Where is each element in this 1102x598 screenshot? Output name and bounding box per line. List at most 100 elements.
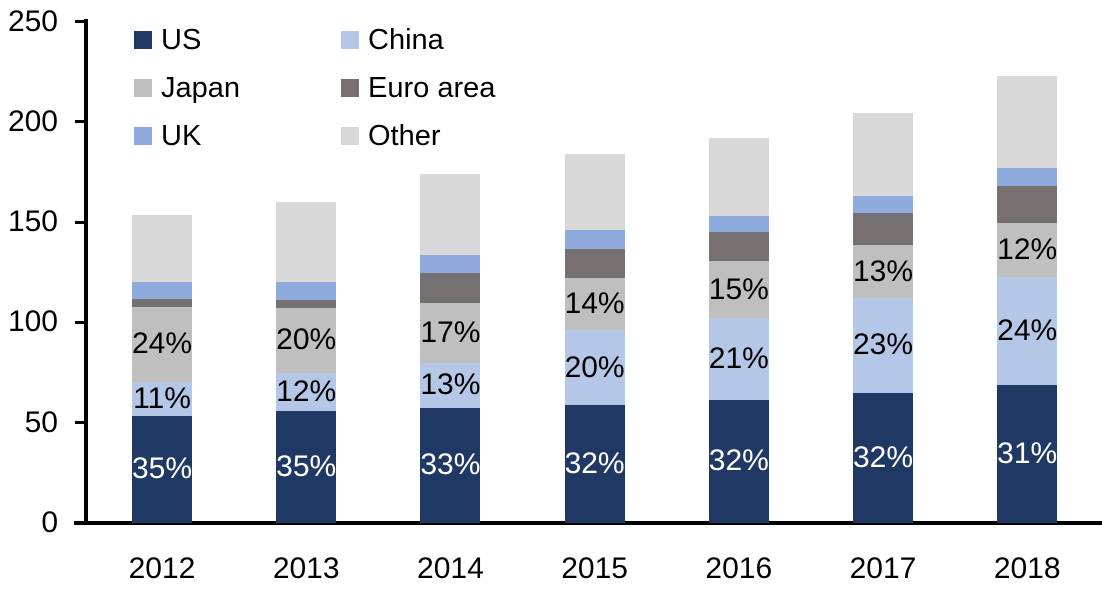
x-tick-label-2012: 2012	[128, 552, 196, 585]
x-tick-label-2016: 2016	[705, 552, 773, 585]
x-axis-line	[74, 521, 1102, 525]
bar-segment-us-2018	[997, 384, 1058, 523]
bar-segment-euro-area-2014	[420, 273, 481, 304]
segment-label-us-2015: 32%	[564, 446, 625, 480]
y-tick-150	[75, 220, 86, 224]
bar-segment-us-2017	[853, 392, 913, 523]
segment-label-japan-2015: 14%	[564, 287, 625, 321]
legend-item-us: US	[134, 24, 341, 56]
segment-label-china-2018: 24%	[997, 313, 1058, 347]
legend-label-uk: UK	[161, 120, 202, 152]
bar-segment-euro-area-2018	[997, 185, 1058, 224]
bar-segment-other-2015	[564, 153, 625, 231]
legend-item-china: China	[341, 24, 495, 56]
legend-swatch-china	[341, 31, 359, 49]
bar-segment-us-2013	[276, 410, 337, 523]
bar-segment-china-2017	[853, 298, 913, 393]
segment-label-us-2014: 33%	[420, 448, 481, 482]
bar-segment-euro-area-2016	[708, 232, 769, 262]
segment-label-china-2012: 11%	[133, 381, 191, 415]
legend-label-japan: Japan	[161, 72, 241, 104]
legend-label-us: US	[161, 24, 202, 56]
y-axis-line	[84, 19, 88, 525]
bar-segment-japan-2016	[708, 261, 769, 319]
legend-item-uk: UK	[134, 120, 341, 152]
segment-label-us-2017: 32%	[852, 440, 914, 474]
x-tick-label-2017: 2017	[849, 552, 917, 585]
bar-segment-other-2014	[420, 173, 481, 256]
segment-label-japan-2018: 12%	[997, 233, 1058, 267]
segment-label-us-2012: 35%	[131, 452, 193, 486]
bar-segment-uk-2012	[132, 282, 192, 300]
bar-segment-euro-area-2013	[276, 300, 337, 309]
y-tick-label-50: 50	[24, 405, 58, 439]
x-tick-label-2013: 2013	[272, 552, 340, 585]
bar-segment-china-2015	[564, 330, 625, 405]
segment-label-japan-2013: 20%	[276, 323, 337, 357]
y-tick-200	[75, 120, 86, 124]
bar-segment-uk-2013	[276, 282, 337, 301]
y-tick-label-100: 100	[7, 305, 58, 339]
bar-segment-euro-area-2015	[564, 249, 625, 279]
segment-label-china-2015: 20%	[564, 350, 625, 384]
segment-label-japan-2012: 24%	[131, 327, 193, 361]
bar-segment-us-2014	[420, 407, 481, 523]
segment-label-china-2013: 12%	[276, 374, 337, 408]
bar-segment-china-2012	[132, 381, 192, 416]
bar-segment-japan-2012	[132, 307, 192, 382]
legend-swatch-other	[341, 127, 359, 145]
bar-segment-china-2014	[420, 362, 481, 408]
y-tick-label-200: 200	[7, 104, 58, 138]
segment-label-us-2013: 35%	[276, 449, 337, 483]
legend-label-other: Other	[368, 120, 441, 152]
legend-item-japan: Japan	[134, 72, 341, 104]
segment-label-china-2016: 21%	[708, 342, 769, 375]
legend-swatch-uk	[134, 127, 152, 145]
bar-segment-other-2016	[708, 137, 769, 217]
x-tick-label-2018: 2018	[993, 552, 1061, 585]
y-tick-100	[75, 320, 86, 324]
bar-segment-euro-area-2017	[853, 213, 913, 246]
y-tick-250	[75, 20, 86, 23]
bar-segment-uk-2015	[564, 230, 625, 250]
segment-label-japan-2017: 13%	[852, 254, 914, 288]
bar-segment-other-2017	[853, 112, 913, 196]
bar-segment-china-2018	[997, 277, 1058, 385]
bar-segment-uk-2016	[708, 216, 769, 233]
bar-segment-china-2016	[708, 318, 769, 400]
bar-segment-japan-2014	[420, 303, 481, 363]
bar-segment-other-2012	[132, 215, 192, 283]
x-tick-label-2015: 2015	[561, 552, 628, 585]
legend-label-euro-area: Euro area	[368, 72, 496, 104]
bar-segment-uk-2014	[420, 255, 481, 274]
bar-segment-other-2018	[997, 75, 1058, 168]
bar-segment-japan-2017	[853, 245, 913, 299]
bar-segment-japan-2015	[564, 278, 625, 331]
legend-label-china: China	[368, 24, 444, 56]
y-tick-0	[75, 521, 86, 525]
segment-label-china-2014: 13%	[420, 368, 481, 402]
bar-segment-euro-area-2012	[132, 299, 192, 308]
legend-item-euro-area: Euro area	[341, 72, 495, 104]
bar-segment-us-2016	[708, 399, 769, 523]
legend-swatch-japan	[134, 79, 152, 97]
bar-segment-china-2013	[276, 372, 337, 411]
bar-segment-japan-2018	[997, 223, 1058, 278]
x-tick-label-2014: 2014	[417, 552, 484, 585]
legend-item-other: Other	[341, 120, 495, 152]
bar-segment-other-2013	[276, 202, 337, 283]
legend: US China Japan Euro area UK Other	[134, 16, 495, 160]
bar-segment-uk-2017	[853, 196, 913, 214]
y-tick-label-150: 150	[7, 205, 58, 239]
bar-segment-uk-2018	[997, 167, 1058, 186]
segment-label-us-2018: 31%	[997, 436, 1058, 470]
y-tick-label-0: 0	[41, 506, 58, 539]
y-tick-label-250: 250	[7, 4, 58, 38]
segment-label-china-2017: 23%	[852, 328, 914, 362]
bar-segment-us-2012	[132, 415, 192, 523]
y-tick-50	[75, 421, 86, 425]
segment-label-japan-2014: 17%	[420, 315, 481, 349]
segment-label-japan-2016: 15%	[708, 272, 769, 306]
segment-label-us-2016: 32%	[708, 444, 769, 478]
